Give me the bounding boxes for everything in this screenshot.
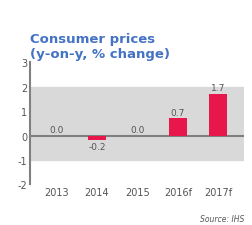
Text: 0.7: 0.7 — [171, 108, 185, 117]
Text: 0.0: 0.0 — [130, 125, 145, 134]
Bar — [169, 119, 187, 136]
Text: Consumer prices
(y-on-y, % change): Consumer prices (y-on-y, % change) — [30, 33, 170, 61]
Bar — [209, 94, 227, 136]
Bar — [30, 87, 244, 160]
Text: 0.0: 0.0 — [49, 125, 64, 134]
Text: 1.7: 1.7 — [211, 84, 225, 93]
Text: Source: IHS: Source: IHS — [200, 214, 244, 223]
Text: -0.2: -0.2 — [88, 142, 106, 151]
Bar — [88, 136, 106, 141]
